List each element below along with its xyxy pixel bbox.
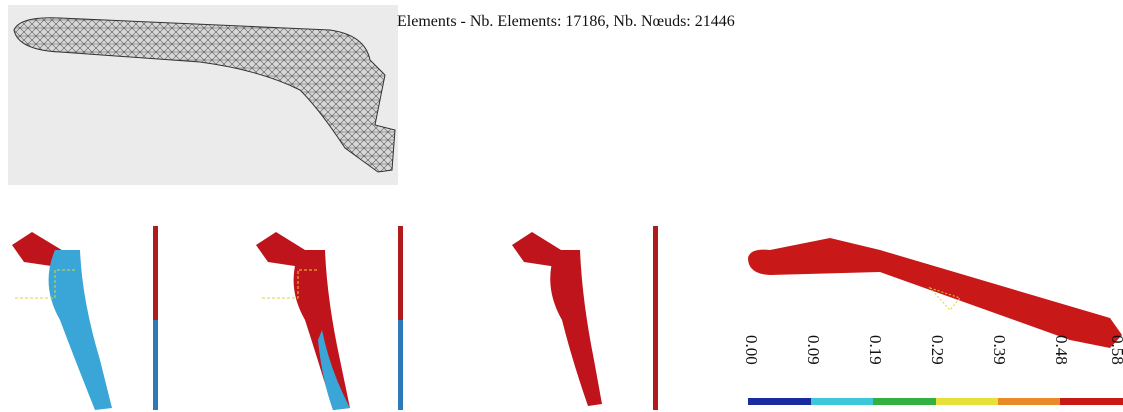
legend-label: 0.09 <box>804 335 823 365</box>
mesh-image <box>8 5 398 185</box>
figure: Elements - Nb. Elements: 17186, Nb. Nœud… <box>0 0 1123 412</box>
color-legend: 0.00 0.09 0.19 0.29 0.39 0.48 0.58 <box>742 335 1123 365</box>
legend-label: 0.29 <box>928 335 947 365</box>
simulation-image-1 <box>12 226 158 410</box>
legend-label: 0.00 <box>742 335 761 365</box>
caption: Elements - Nb. Elements: 17186, Nb. Nœud… <box>397 13 735 30</box>
simulation-image-4 <box>748 238 1123 405</box>
legend-label: 0.58 <box>1108 335 1123 365</box>
legend-label: 0.19 <box>866 335 885 365</box>
simulation-image-2 <box>256 226 403 410</box>
simulation-image-3 <box>512 226 658 410</box>
legend-label: 0.48 <box>1052 335 1071 365</box>
legend-label: 0.39 <box>990 335 1009 365</box>
